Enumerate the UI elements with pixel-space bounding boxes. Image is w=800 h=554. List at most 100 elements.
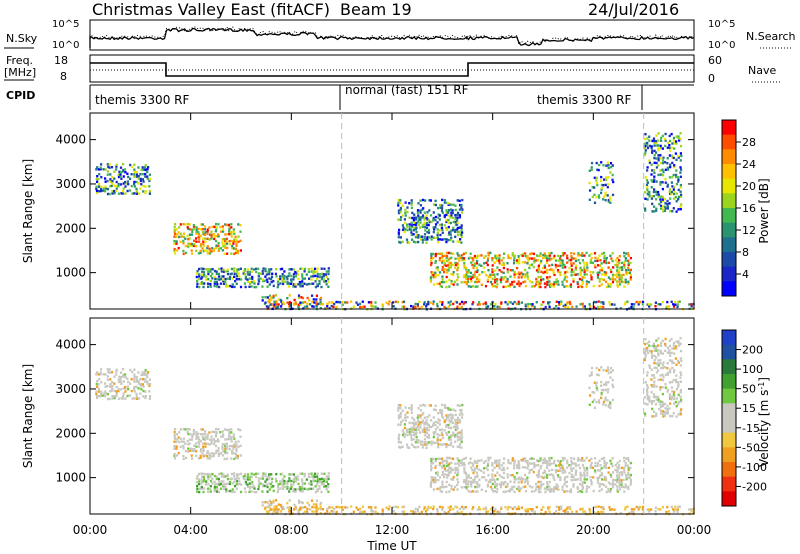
power-cell [319,298,322,301]
beam-title: Beam 19 [340,0,412,19]
power-cell [412,233,415,236]
velocity-cell [419,416,422,419]
velocity-cell [447,414,451,417]
velocity-cell [585,456,588,460]
velocity-cell [648,340,651,343]
velocity-cell [135,380,138,383]
power-cell [312,305,315,308]
velocity-cell [654,395,657,398]
power-cell [439,281,442,284]
velocity-cell [335,510,338,514]
power-cell [662,207,665,211]
power-cell [217,233,220,236]
power-cell [217,275,221,278]
power-cell [417,234,420,237]
power-cell [430,235,433,238]
power-cell [618,266,621,269]
velocity-cell [102,392,105,395]
velocity-cell [487,456,490,460]
velocity-cell [644,381,647,384]
power-cell [463,274,466,277]
power-cell [356,303,359,306]
velocity-cell [476,461,479,464]
power-cell [412,219,415,222]
velocity-cell [97,373,100,376]
power-cell [297,296,301,299]
power-cell [330,304,333,308]
velocity-cell [104,373,107,376]
velocity-cell [530,457,534,460]
power-cell [616,275,619,279]
velocity-cell [666,371,669,374]
power-cell [461,257,464,260]
velocity-cell [408,431,411,434]
power-cell [436,233,439,236]
nsky-panel: N.Sky 10^5 10^0 10^5 10^0 N.Search [4,19,796,51]
velocity-cell [458,512,461,515]
power-cell [690,303,693,306]
power-cell [231,247,234,250]
velocity-cell [507,505,510,509]
power-cell [392,301,395,304]
velocity-cell [208,452,211,455]
power-cell [572,280,575,283]
power-cell [399,236,402,239]
velocity-cell [218,483,221,486]
velocity-cell [522,485,525,489]
velocity-cell [289,487,292,490]
velocity-cell [568,490,571,493]
power-cell [196,269,199,273]
power-cell [467,269,470,272]
power-cell [456,252,459,255]
power-cell [577,259,580,262]
velocity-cell [487,474,490,477]
power-cell [272,284,275,288]
velocity-cell [609,367,613,370]
power-cell [539,262,542,265]
power-cell [623,285,626,288]
velocity-cell [268,506,271,509]
power-cell [419,199,422,202]
velocity-cell [306,507,309,510]
velocity-cell [122,368,125,371]
power-cell [448,214,451,217]
power-cell [182,249,185,253]
power-cell [543,266,547,269]
velocity-cell [609,459,612,462]
velocity-cell [509,462,512,465]
velocity-cell [422,412,425,415]
power-cell [209,283,212,286]
power-cell [275,268,278,271]
power-cell [288,294,291,297]
velocity-cell [550,473,553,476]
power-cell [137,166,140,169]
power-cell [268,268,271,271]
velocity-cell [197,432,200,436]
velocity-cell [432,424,435,427]
velocity-cell [148,384,151,388]
power-cell [463,262,466,265]
power-cell [115,163,118,166]
velocity-cell [239,454,242,457]
velocity-cell [113,382,116,385]
power-cell [281,273,284,276]
power-cell [117,175,121,179]
power-cell [583,273,586,276]
velocity-cell [648,510,651,513]
velocity-cell [232,452,235,455]
velocity-cell [598,459,601,462]
velocity-cell [204,436,207,439]
colorbar-tick-label: -200 [742,480,767,493]
velocity-cell [276,485,280,488]
velocity-cell [467,480,470,483]
velocity-cell [184,449,187,453]
power-cell [590,278,593,281]
power-cell [533,257,536,260]
power-cell [654,305,657,308]
power-cell [531,303,534,306]
power-cell [200,223,203,226]
power-cell [516,266,519,270]
power-cell [509,269,512,272]
power-cell [537,268,541,271]
power-cell [196,285,199,288]
